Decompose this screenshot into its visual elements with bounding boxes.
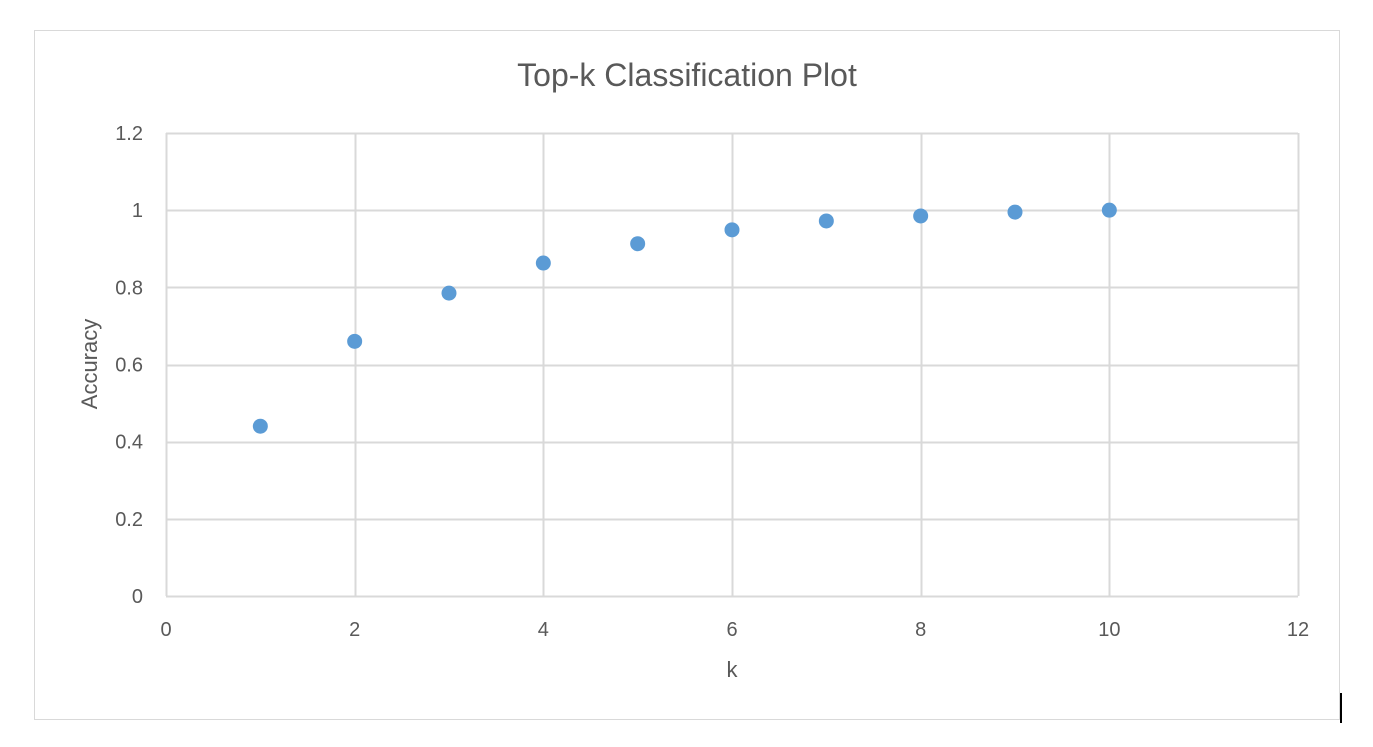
y-tick-label: 0 bbox=[132, 586, 143, 608]
y-tick-label: 0.2 bbox=[115, 509, 143, 531]
x-axis-ticks: 0 2 4 6 8 10 12 bbox=[160, 619, 1309, 641]
data-point bbox=[535, 255, 551, 271]
x-tick-label: 4 bbox=[538, 619, 549, 641]
y-axis-ticks: 0 0.2 0.4 0.6 0.8 1 1.2 bbox=[115, 123, 143, 608]
y-axis-title: Accuracy bbox=[77, 319, 102, 409]
x-tick-label: 10 bbox=[1098, 619, 1120, 641]
data-point bbox=[441, 285, 457, 301]
y-tick-label: 1.2 bbox=[115, 123, 143, 145]
data-point bbox=[818, 213, 834, 229]
y-tick-label: 0.4 bbox=[115, 432, 143, 454]
y-tick-label: 0.6 bbox=[115, 355, 143, 377]
chart-area bbox=[34, 30, 1340, 720]
y-tick-label: 1 bbox=[132, 200, 143, 222]
x-axis-title: k bbox=[727, 657, 739, 682]
x-tick-label: 6 bbox=[726, 619, 737, 641]
data-point bbox=[724, 222, 740, 238]
x-tick-label: 8 bbox=[915, 619, 926, 641]
data-point bbox=[1007, 204, 1023, 220]
text-cursor bbox=[1340, 693, 1342, 723]
data-point bbox=[252, 418, 268, 434]
data-points bbox=[252, 202, 1117, 434]
gridlines bbox=[165, 132, 1300, 598]
y-tick-label: 0.8 bbox=[115, 277, 143, 299]
data-point bbox=[913, 208, 929, 224]
data-point bbox=[1101, 202, 1117, 218]
data-point bbox=[347, 333, 363, 349]
x-tick-label: 12 bbox=[1287, 619, 1309, 641]
data-point bbox=[630, 236, 646, 252]
chart-title: Top-k Classification Plot bbox=[517, 57, 857, 93]
x-tick-label: 2 bbox=[349, 619, 360, 641]
x-tick-label: 0 bbox=[160, 619, 171, 641]
